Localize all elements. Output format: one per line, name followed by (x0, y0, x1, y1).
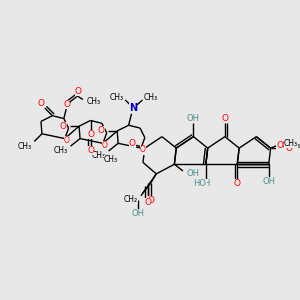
Text: O: O (64, 136, 70, 145)
Text: O: O (221, 114, 228, 123)
Text: O: O (75, 87, 82, 96)
Text: OH: OH (187, 114, 200, 123)
Text: CH₃: CH₃ (92, 151, 106, 160)
Text: O: O (144, 198, 151, 207)
Text: O: O (276, 141, 283, 150)
Text: O: O (286, 144, 293, 153)
Text: O: O (281, 141, 288, 150)
Text: CH₃: CH₃ (104, 155, 118, 164)
Text: O: O (102, 141, 108, 150)
Text: O: O (234, 179, 241, 188)
Text: O: O (140, 146, 146, 154)
Text: CH₃: CH₃ (284, 139, 298, 148)
Text: OH: OH (132, 209, 145, 218)
Text: CH₃: CH₃ (287, 141, 300, 150)
Text: O: O (38, 99, 44, 108)
Text: CH₂: CH₂ (124, 195, 138, 204)
Text: CH₃: CH₃ (17, 142, 32, 151)
Text: CH₃: CH₃ (110, 93, 124, 102)
Text: OH: OH (262, 177, 275, 186)
Text: OH: OH (187, 169, 200, 178)
Text: O: O (87, 130, 94, 139)
Text: CH₃: CH₃ (87, 97, 101, 106)
Text: HO: HO (194, 179, 207, 188)
Text: O: O (98, 126, 105, 135)
Text: O: O (147, 196, 154, 205)
Text: O: O (87, 146, 94, 155)
Text: H: H (202, 179, 209, 188)
Text: O: O (63, 100, 70, 109)
Text: CH₃: CH₃ (53, 146, 68, 155)
Text: O: O (129, 139, 136, 148)
Text: CH₃: CH₃ (144, 93, 158, 102)
Text: N: N (129, 103, 137, 113)
Text: O: O (60, 122, 67, 131)
